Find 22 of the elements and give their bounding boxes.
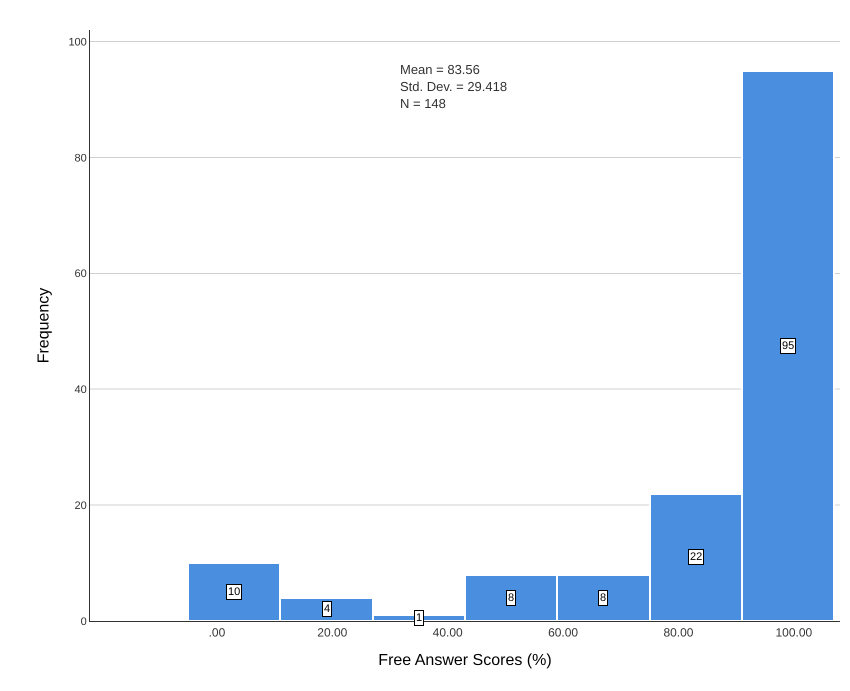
x-tick-label: 80.00 — [663, 625, 694, 640]
data-label: 10 — [228, 586, 240, 598]
y-axis-title: Frequency — [35, 288, 52, 364]
x-tick-label: .00 — [208, 625, 226, 640]
data-label: 95 — [782, 340, 794, 352]
x-tick-label: 100.00 — [776, 625, 813, 640]
y-tick-label: 20 — [74, 500, 87, 512]
x-tick-label: 40.00 — [432, 625, 464, 640]
data-label: 1 — [416, 612, 422, 624]
annotation: Mean = 83.56 Std. Dev. = 29.418 N = 148 — [400, 62, 508, 111]
data-label: 8 — [508, 592, 514, 604]
y-tick-label: 80 — [74, 152, 87, 164]
y-tick-label: 0 — [80, 616, 87, 628]
data-label: 8 — [600, 592, 606, 604]
y-tick-label: 40 — [74, 384, 87, 396]
x-tick-label: 60.00 — [548, 625, 578, 640]
y-tick-label: 100 — [68, 36, 87, 48]
data-label: 4 — [324, 603, 330, 615]
x-axis-title: Free Answer Scores (%) — [378, 652, 552, 670]
data-label: 22 — [690, 551, 702, 563]
x-tick-label: 20.00 — [317, 625, 348, 640]
y-tick-label: 60 — [74, 268, 87, 280]
